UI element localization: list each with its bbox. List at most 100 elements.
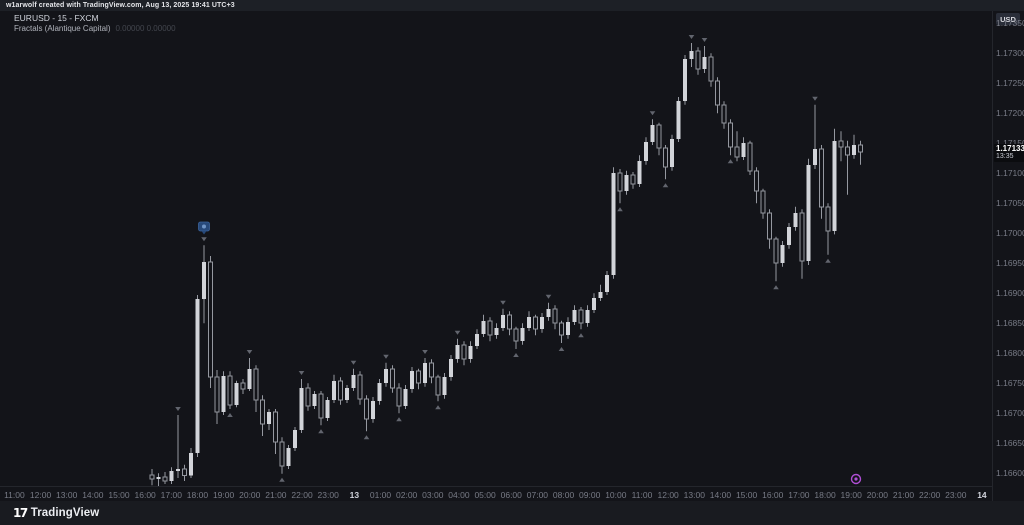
candle xyxy=(780,241,785,267)
price-axis-label: 1.17200 xyxy=(996,108,1024,118)
candle xyxy=(643,137,649,165)
candle xyxy=(312,391,317,409)
candle xyxy=(377,379,382,405)
candle xyxy=(389,365,396,393)
fractal-low-icon xyxy=(227,413,233,417)
candle xyxy=(494,323,499,339)
candle xyxy=(195,295,200,457)
candle xyxy=(727,119,734,164)
candle xyxy=(591,293,597,313)
candle xyxy=(272,409,279,454)
candle xyxy=(169,467,174,484)
timeline-event-icon[interactable] xyxy=(850,473,862,485)
legend-symbol-row[interactable]: EURUSD - 15 - FXCM xyxy=(14,13,176,24)
candle xyxy=(520,323,525,345)
time-axis-label: 10:00 xyxy=(605,490,627,500)
fractal-high-icon xyxy=(688,35,695,39)
fractal-low-icon xyxy=(363,435,370,440)
time-axis-label: 16:00 xyxy=(762,490,784,500)
candle xyxy=(214,370,220,424)
candle xyxy=(747,140,753,175)
time-axis-label: 22:00 xyxy=(291,490,313,500)
time-axis-label: 18:00 xyxy=(814,490,836,500)
candle xyxy=(741,137,746,160)
candle xyxy=(656,122,662,156)
footer-bar: 17 TradingView xyxy=(0,501,1024,525)
candle xyxy=(844,140,851,195)
legend-indicator-row[interactable]: Fractals (Alantique Capital) 0.00000 0.00… xyxy=(14,24,176,34)
candle xyxy=(415,368,422,390)
fractal-low-icon xyxy=(513,353,519,357)
fractal-low-icon xyxy=(318,429,324,434)
candle xyxy=(337,377,344,405)
candle xyxy=(188,448,194,478)
time-axis-label: 22:00 xyxy=(919,490,941,500)
candle xyxy=(298,371,305,433)
candle xyxy=(825,203,831,263)
tradingview-logo[interactable]: 17 TradingView xyxy=(13,506,99,520)
time-axis-label: 23:00 xyxy=(945,490,967,500)
candle xyxy=(734,131,740,162)
time-axis-label: 14:00 xyxy=(82,490,104,500)
time-axis-label: 12:00 xyxy=(657,490,679,500)
time-axis-label: 21:00 xyxy=(892,490,915,500)
price-axis-label: 1.16950 xyxy=(996,258,1024,268)
chart-legend: EURUSD - 15 - FXCM Fractals (Alantique C… xyxy=(14,13,176,34)
time-axis[interactable]: 11:00 12:00 13:00 14:00 15:00 16:00 17:00 18:00… xyxy=(0,486,1024,502)
candle xyxy=(370,397,376,423)
candle xyxy=(585,305,590,327)
candle xyxy=(487,317,493,342)
time-axis-label: 16:00 xyxy=(134,490,156,500)
currency-button[interactable]: USD xyxy=(996,13,1020,25)
candle xyxy=(773,236,779,290)
candle xyxy=(363,395,370,440)
candle xyxy=(279,437,285,482)
candle xyxy=(286,445,291,469)
candle xyxy=(234,380,239,408)
candle xyxy=(181,464,188,481)
price-axis-label: 1.17250 xyxy=(996,78,1024,88)
candle xyxy=(221,371,226,415)
candle xyxy=(396,383,402,422)
fractal-high-icon xyxy=(649,111,656,116)
candle xyxy=(611,167,616,279)
fractal-high-icon xyxy=(246,350,253,354)
candle xyxy=(506,311,513,336)
price-axis-label: 1.16900 xyxy=(996,288,1024,298)
time-axis-label: 03:00 xyxy=(422,490,444,500)
fractal-high-icon xyxy=(812,96,818,101)
candle xyxy=(246,350,253,391)
candle xyxy=(350,360,357,391)
time-axis-label: 17:00 xyxy=(160,490,182,500)
candle xyxy=(793,206,798,231)
note-marker-icon[interactable] xyxy=(198,221,210,235)
candle xyxy=(721,101,727,129)
candle xyxy=(481,314,486,337)
candle xyxy=(461,341,467,366)
candle xyxy=(428,359,435,384)
fractal-low-icon xyxy=(578,333,584,338)
time-axis-label: 14:00 xyxy=(709,490,732,500)
candle xyxy=(812,96,818,169)
fractal-high-icon xyxy=(175,407,181,411)
candle xyxy=(714,77,721,114)
time-axis-label: 15:00 xyxy=(735,490,758,500)
candle xyxy=(799,209,805,279)
candle xyxy=(766,209,773,249)
candle xyxy=(695,47,701,75)
price-axis[interactable]: USD 1.17133 13:35 1.17350 1.17300 1.17250 1… xyxy=(992,11,1024,501)
fractal-high-icon xyxy=(454,330,461,335)
candle xyxy=(175,407,181,478)
candle xyxy=(669,134,675,171)
time-axis-label: 02:00 xyxy=(396,490,418,500)
fractal-high-icon xyxy=(298,371,305,375)
time-axis-label: 01:00 xyxy=(369,490,392,500)
candle xyxy=(637,155,642,187)
fractal-high-icon xyxy=(545,294,552,299)
price-axis-label: 1.17050 xyxy=(996,198,1024,208)
price-axis-label: 1.17000 xyxy=(996,228,1024,238)
fractal-low-icon xyxy=(825,258,831,263)
candle xyxy=(156,473,161,487)
candle xyxy=(318,391,324,434)
